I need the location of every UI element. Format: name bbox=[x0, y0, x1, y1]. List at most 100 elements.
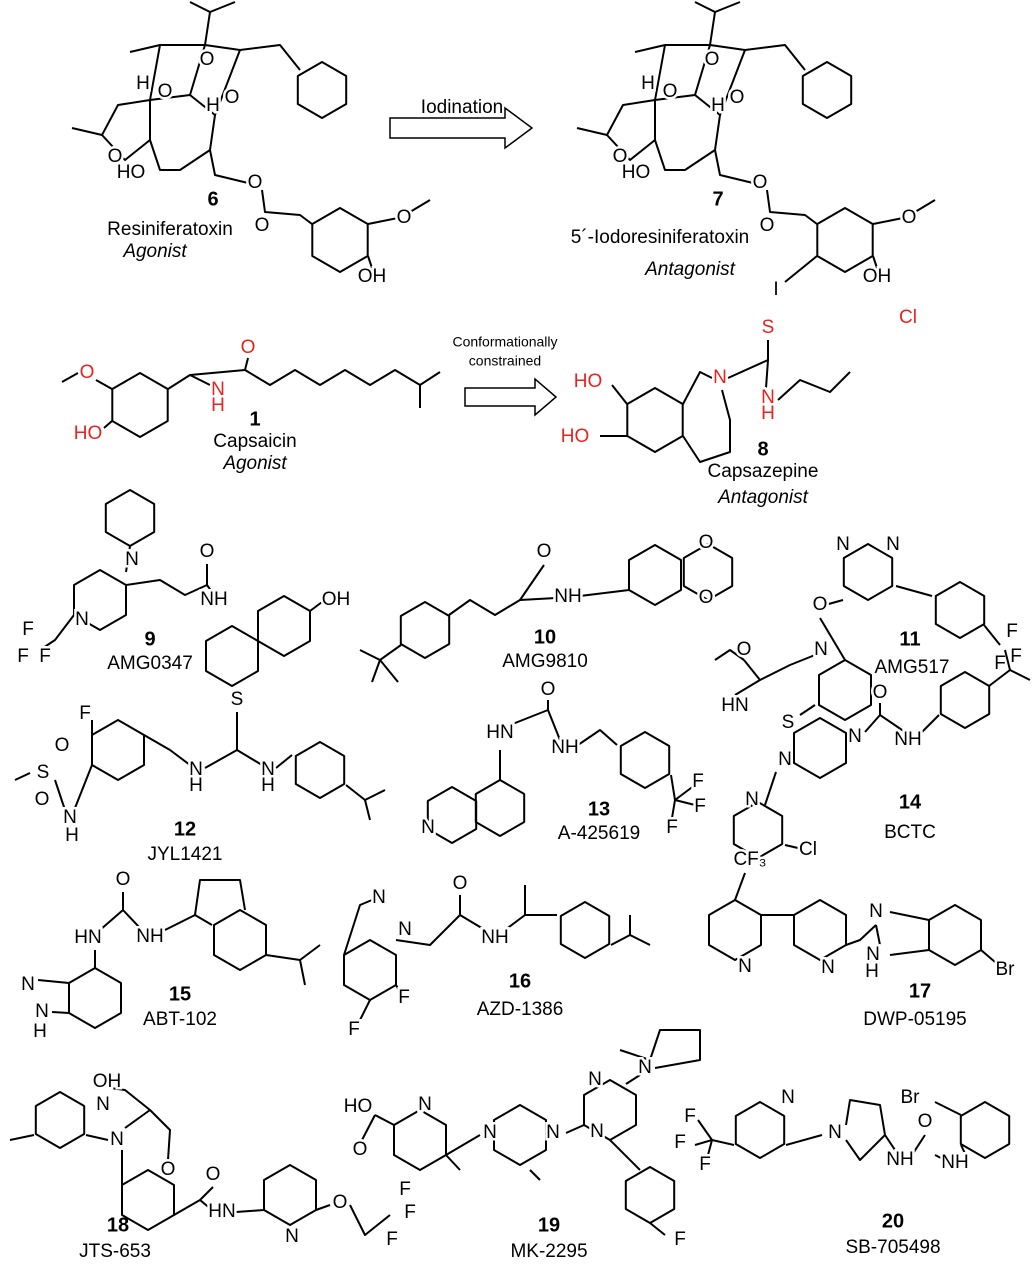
ring bbox=[91, 719, 145, 781]
compound-name: A-425619 bbox=[558, 823, 640, 844]
compound-name: AMG517 bbox=[875, 657, 950, 678]
atom-label: F bbox=[684, 1106, 696, 1127]
atom-label: H bbox=[206, 95, 220, 116]
atom-label: F bbox=[694, 796, 706, 817]
bond bbox=[547, 709, 561, 741]
compound-name: 5´-Iodoresiniferatoxin bbox=[571, 227, 749, 248]
atom-label: O bbox=[80, 362, 95, 383]
atom-label: NH bbox=[481, 927, 508, 948]
bond bbox=[921, 714, 940, 733]
ring bbox=[263, 1164, 317, 1226]
bond bbox=[889, 911, 930, 921]
compound-name: AZD-1386 bbox=[477, 999, 564, 1020]
atom-label: F bbox=[348, 1019, 360, 1040]
bond bbox=[448, 597, 557, 616]
compound-name: BCTC bbox=[884, 822, 936, 843]
bond bbox=[194, 879, 246, 916]
ring bbox=[111, 372, 169, 438]
ring bbox=[818, 659, 872, 721]
atom-label: N bbox=[828, 1122, 842, 1143]
bond bbox=[765, 359, 769, 389]
bond bbox=[577, 729, 618, 746]
ring bbox=[104, 489, 156, 547]
atom-label: F bbox=[699, 1154, 711, 1175]
atom-label: F bbox=[17, 646, 29, 667]
ring bbox=[296, 61, 348, 119]
atom-label: HN bbox=[74, 927, 101, 948]
atom-label: S bbox=[762, 317, 775, 338]
bond bbox=[879, 714, 906, 733]
atom-label: NH bbox=[551, 737, 578, 758]
bond bbox=[934, 1154, 946, 1161]
bond bbox=[609, 1139, 641, 1171]
bond bbox=[101, 99, 151, 161]
atom-label: F bbox=[674, 1132, 686, 1153]
bond bbox=[199, 1199, 213, 1211]
atom-label: N bbox=[285, 1226, 299, 1247]
atom-label: F bbox=[79, 703, 91, 724]
ring bbox=[816, 207, 874, 273]
atom-label: N bbox=[21, 974, 35, 995]
bond bbox=[173, 1186, 214, 1216]
atom-label: N bbox=[886, 534, 900, 555]
reaction-arrow bbox=[464, 377, 558, 417]
bond bbox=[374, 1114, 395, 1126]
atom-label: O bbox=[397, 207, 412, 228]
atom-label: S bbox=[37, 762, 50, 783]
bond bbox=[189, 369, 246, 376]
ring bbox=[628, 544, 682, 606]
compound-number: 9 bbox=[144, 628, 155, 650]
atom-label: N bbox=[75, 609, 89, 630]
bond bbox=[99, 892, 124, 931]
atom-label: OH bbox=[322, 589, 351, 610]
bond bbox=[983, 624, 1001, 646]
bond bbox=[125, 564, 208, 596]
reaction-arrow bbox=[389, 106, 534, 150]
atom-label: F bbox=[1006, 621, 1018, 642]
atom-label: NH bbox=[894, 729, 921, 750]
atom-label: O bbox=[200, 49, 215, 70]
atom-label: Cl bbox=[899, 307, 917, 328]
compound-number: 10 bbox=[534, 626, 556, 648]
bond bbox=[819, 617, 846, 661]
compound-number: 16 bbox=[509, 970, 531, 992]
bond bbox=[124, 1109, 171, 1161]
ring bbox=[393, 1109, 447, 1171]
atom-label: N bbox=[866, 944, 880, 965]
atom-label: NH bbox=[136, 926, 163, 947]
compound-number: 13 bbox=[588, 798, 610, 820]
atom-label: O bbox=[873, 682, 888, 703]
atom-label: N bbox=[761, 387, 775, 408]
bond bbox=[980, 949, 996, 963]
atom-label: F bbox=[386, 1229, 398, 1250]
atom-label: N bbox=[211, 379, 225, 400]
atom-label: N bbox=[778, 749, 792, 770]
atom-label: N bbox=[836, 534, 850, 555]
atom-label: N bbox=[125, 549, 139, 570]
atom-label: H bbox=[189, 775, 203, 796]
bond bbox=[395, 895, 461, 946]
bond bbox=[714, 649, 745, 661]
atom-label: F bbox=[1010, 646, 1022, 667]
bond bbox=[61, 372, 79, 383]
bond bbox=[654, 44, 711, 101]
ring bbox=[619, 731, 671, 789]
atom-label: O bbox=[663, 81, 678, 102]
atom-label: N bbox=[781, 1087, 795, 1108]
compound-number: 15 bbox=[169, 983, 191, 1005]
bond bbox=[714, 1, 741, 13]
bond bbox=[235, 1209, 265, 1213]
bond bbox=[619, 1049, 651, 1061]
bond bbox=[395, 984, 401, 993]
bond bbox=[349, 1204, 391, 1236]
compound-name: JYL1421 bbox=[147, 844, 222, 865]
atom-label: F bbox=[399, 1179, 411, 1200]
bond bbox=[711, 1139, 735, 1146]
atom-label: I bbox=[773, 279, 778, 300]
atom-label: N bbox=[821, 957, 835, 978]
bond bbox=[265, 944, 321, 961]
atom-label: HN bbox=[208, 1201, 235, 1222]
bond bbox=[164, 914, 213, 931]
bond bbox=[364, 799, 371, 821]
